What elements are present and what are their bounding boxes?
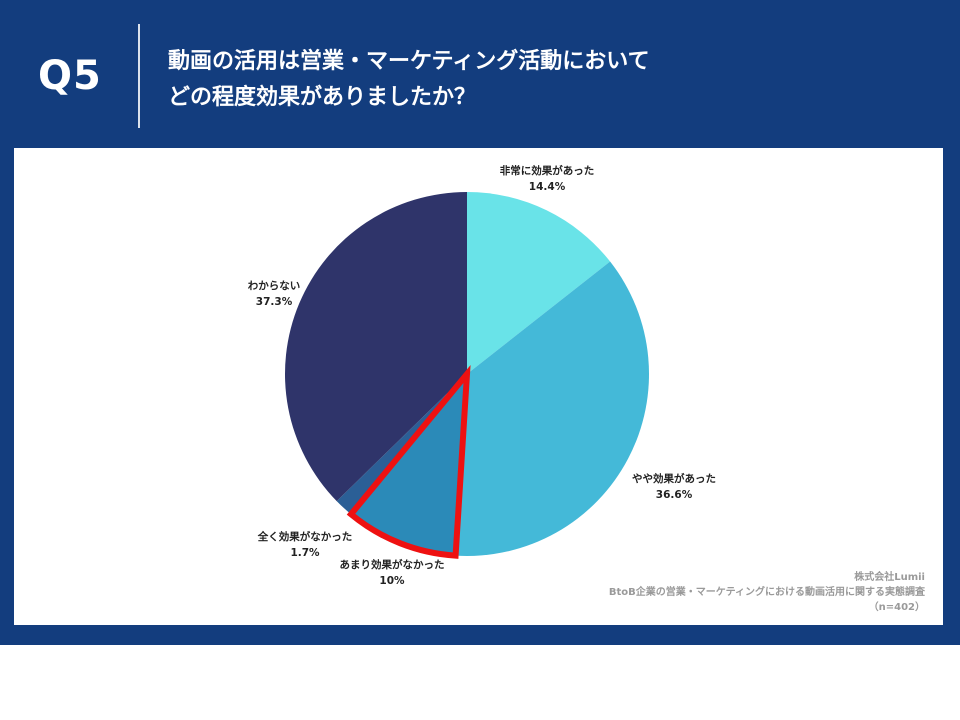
highlight-layer — [346, 364, 471, 559]
credit-survey: BtoB企業の営業・マーケティングにおける動画活用に関する実態調査 — [608, 587, 925, 598]
question-title-line-1: 動画の活用は営業・マーケティング活動において — [168, 49, 650, 74]
slice-2-label: やや効果があった — [632, 472, 716, 485]
question-title-line-2: どの程度効果がありましたか？ — [168, 85, 477, 110]
slice-3-label: あまり効果がなかった — [340, 558, 445, 571]
slice-3-value-label: 10% — [379, 575, 405, 587]
pie-slice-1 — [467, 192, 611, 374]
header-divider — [138, 24, 140, 128]
pie-slice-3 — [350, 374, 467, 556]
pie-labels: 非常に効果があった 14.4% やや効果があった 36.6% あまり効果がなかった 10%… — [248, 164, 716, 587]
slice-2-value-label: 36.6% — [656, 489, 693, 501]
slice-4-value-label: 1.7% — [290, 547, 320, 559]
slice-4-label: 全く効果がなかった — [257, 530, 353, 543]
slice-1-label: 非常に効果があった — [500, 164, 595, 177]
credit-company: 株式会社Lumii — [854, 572, 925, 583]
pie-slice-2 — [455, 261, 649, 556]
highlight-outline — [346, 364, 471, 559]
question-number: Q5 — [38, 53, 102, 99]
question-title: 動画の活用は営業・マーケティング活動において どの程度効果がありましたか？ — [168, 44, 928, 116]
credit-sample: （n=402） — [868, 602, 925, 613]
source-credit: 株式会社Lumii BtoB企業の営業・マーケティングにおける動画活用に関する実… — [609, 570, 925, 615]
slice-1-value-label: 14.4% — [529, 181, 566, 193]
slice-5-label: わからない — [248, 280, 301, 292]
slice-5-value-label: 37.3% — [256, 296, 293, 308]
header-banner: Q5 動画の活用は営業・マーケティング活動において どの程度効果がありましたか？… — [0, 0, 960, 645]
pie-slice-5 — [284, 192, 467, 502]
chart-panel: 非常に効果があった 14.4% やや効果があった 36.6% あまり効果がなかった 10%… — [14, 148, 943, 625]
pie-chart: 非常に効果があった 14.4% やや効果があった 36.6% あまり効果がなかった 10%… — [248, 164, 716, 587]
